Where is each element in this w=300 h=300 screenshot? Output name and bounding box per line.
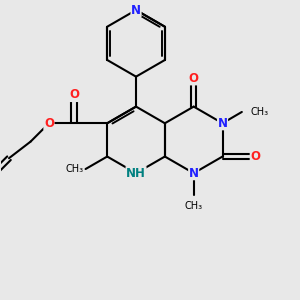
Text: N: N	[218, 117, 227, 130]
Text: NH: NH	[126, 167, 146, 180]
Text: O: O	[44, 117, 54, 130]
Text: CH₃: CH₃	[184, 201, 203, 211]
Text: O: O	[189, 72, 199, 85]
Text: O: O	[250, 150, 260, 163]
Text: O: O	[69, 88, 79, 101]
Text: CH₃: CH₃	[250, 107, 268, 117]
Text: N: N	[131, 4, 141, 16]
Text: CH₃: CH₃	[66, 164, 84, 174]
Text: N: N	[189, 167, 199, 180]
